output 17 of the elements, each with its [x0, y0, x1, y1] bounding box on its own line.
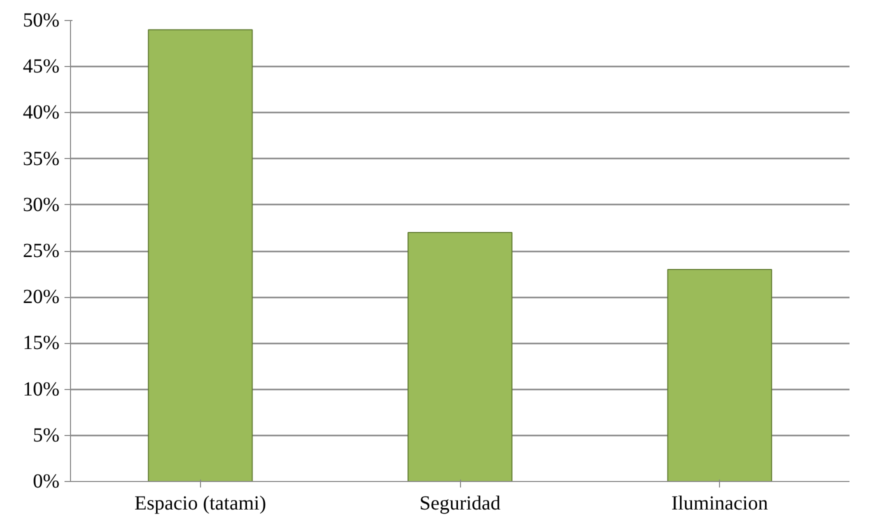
- x-tick-label: Espacio (tatami): [134, 492, 266, 514]
- y-tick-label: 15%: [22, 332, 60, 354]
- y-tick-label: 0%: [32, 470, 60, 492]
- y-tick-label: 10%: [22, 378, 60, 400]
- y-tick-label: 35%: [22, 148, 60, 170]
- x-tick-label: Iluminacion: [671, 492, 768, 514]
- y-tick-label: 5%: [32, 424, 60, 446]
- y-tick-label: 50%: [22, 10, 60, 32]
- y-tick-label: 40%: [22, 102, 60, 124]
- bar: [667, 268, 772, 482]
- y-tick-label: 30%: [22, 194, 60, 216]
- bar: [148, 29, 253, 482]
- bar: [408, 232, 512, 482]
- y-tick-label: 20%: [22, 286, 60, 308]
- y-tick-label: 25%: [22, 240, 60, 262]
- x-tick-label: Seguridad: [419, 492, 501, 514]
- y-tick-label: 45%: [22, 56, 60, 78]
